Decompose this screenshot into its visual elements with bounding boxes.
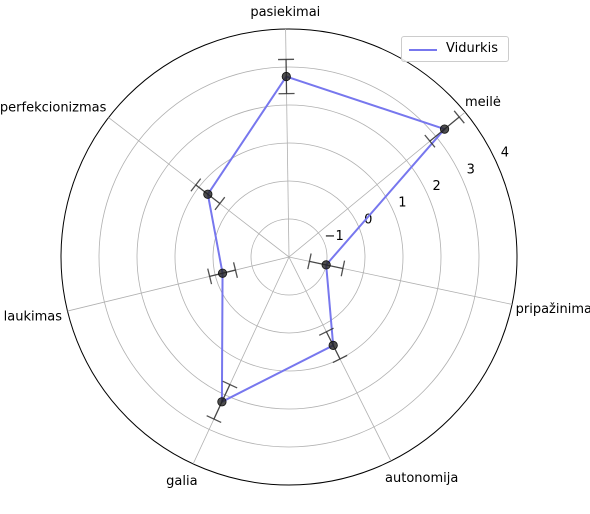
category-label: pasiekimai: [250, 5, 320, 20]
data-point: [217, 397, 227, 407]
spoke-line: [67, 256, 290, 312]
legend-swatch: [409, 49, 437, 51]
category-label: galia: [166, 474, 197, 489]
grid-circle: [98, 66, 480, 448]
series-line: [206, 75, 447, 404]
error-cap: [206, 415, 222, 424]
radar-grid: [60, 28, 518, 486]
radial-tick-label: 3: [467, 162, 475, 177]
category-label: perfekcionizmas: [0, 101, 107, 116]
grid-circle: [250, 218, 328, 296]
data-point: [203, 189, 213, 199]
error-cap: [424, 134, 436, 148]
grid-circle: [212, 180, 366, 334]
radial-tick-label: 0: [364, 212, 372, 227]
error-cap: [214, 196, 226, 211]
error-cap: [232, 262, 238, 278]
spoke-line: [192, 256, 290, 465]
data-point: [281, 71, 291, 82]
category-label: autonomija: [385, 471, 458, 486]
data-point: [328, 340, 338, 350]
error-cap: [222, 380, 238, 389]
series-layer: [190, 58, 465, 424]
radial-tick-labels: −1 0 1 2 3 4: [325, 146, 509, 244]
outer-frame: [60, 28, 518, 486]
legend-label: Vidurkis: [446, 41, 498, 56]
radial-tick-label: 2: [432, 179, 440, 194]
legend: Vidurkis: [401, 36, 509, 62]
radar-spokes: [67, 29, 513, 465]
error-cap: [453, 110, 465, 124]
data-point: [321, 260, 331, 270]
error-cap: [207, 268, 213, 285]
category-labels: pripažinimas meilė pasiekimai perfekcionizm…: [0, 5, 590, 489]
error-cap: [307, 253, 312, 270]
error-cap: [340, 260, 346, 277]
category-label: meilė: [465, 95, 501, 110]
radial-tick-label: 1: [398, 196, 406, 211]
data-point: [217, 268, 228, 278]
category-label: atlygio laukimas: [0, 309, 62, 324]
data-point: [439, 124, 450, 134]
error-cap: [190, 178, 202, 192]
error-cap: [332, 354, 348, 364]
category-label: pripažinimas: [516, 302, 590, 317]
grid-circle: [174, 142, 404, 372]
grid-circle: [136, 104, 442, 410]
error-cap: [318, 327, 334, 336]
radial-tick-label: 4: [501, 146, 509, 161]
radial-tick-label: −1: [325, 229, 344, 244]
